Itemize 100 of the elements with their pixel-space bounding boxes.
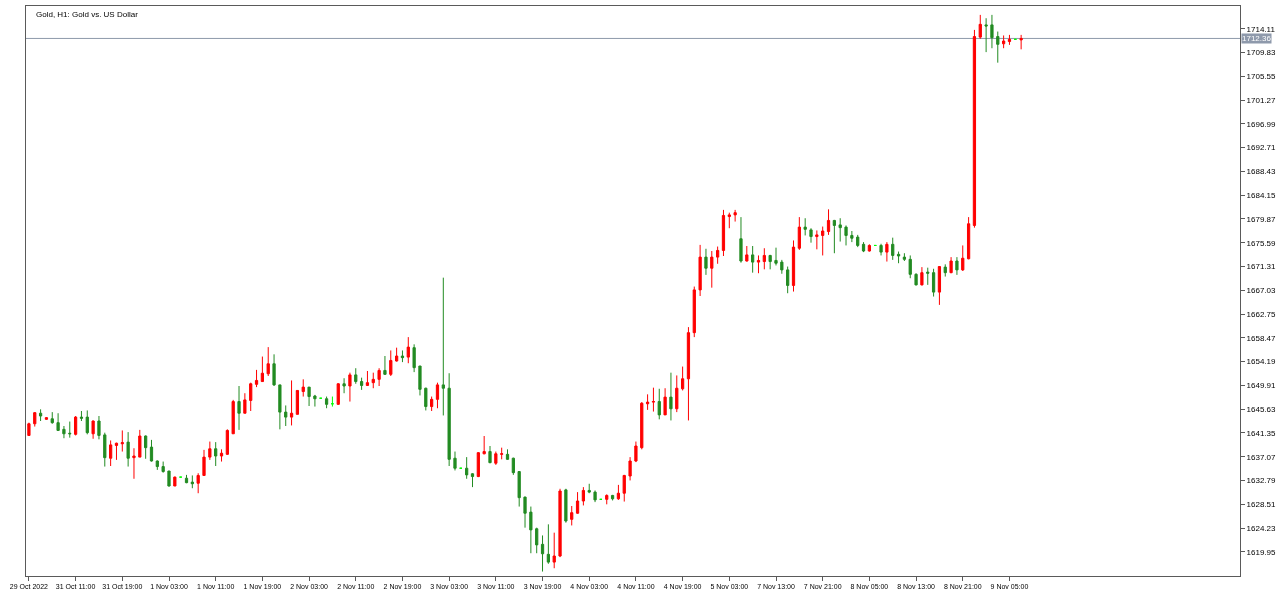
candlestick [990, 14, 994, 49]
candlestick [389, 349, 393, 377]
y-tick-label: 1654.19 [1246, 357, 1277, 367]
candlestick [745, 245, 749, 263]
candlestick [943, 263, 947, 278]
candlestick [324, 396, 329, 409]
candlestick [348, 372, 352, 403]
candlestick [546, 523, 550, 565]
y-tick-label: 1692.71 [1246, 143, 1277, 153]
candlestick [838, 217, 842, 243]
candlestick [733, 209, 737, 223]
candlestick [377, 367, 381, 387]
candlestick [500, 447, 504, 460]
candlestick [914, 272, 918, 286]
y-tick-label: 1679.87 [1246, 214, 1277, 224]
candlestick [716, 246, 720, 265]
y-tick-label: 1645.63 [1246, 404, 1277, 414]
y-tick-label: 1619.95 [1246, 547, 1277, 557]
candlestick [1007, 34, 1012, 46]
candlestick [214, 441, 218, 467]
candlestick [926, 267, 930, 286]
candlestick [780, 259, 784, 275]
candlestick [395, 347, 399, 363]
candlestick [856, 234, 860, 248]
y-tick-label: 1696.99 [1246, 119, 1277, 129]
candlestick [634, 441, 638, 463]
ref-line-label: 1712.36 [1242, 34, 1272, 43]
candlestick [844, 224, 848, 246]
candlestick [68, 421, 72, 439]
candlestick [202, 449, 206, 476]
candlestick [529, 506, 533, 554]
candlestick [663, 387, 667, 416]
candlestick [400, 349, 405, 363]
candlestick [721, 209, 726, 257]
candlestick [1019, 34, 1023, 50]
candlestick [622, 474, 626, 503]
candlestick [896, 251, 901, 264]
candlestick [1002, 34, 1006, 49]
candlestick [173, 476, 177, 487]
candlestick [138, 429, 142, 458]
candlestick [762, 247, 766, 270]
candlestick [891, 237, 895, 261]
candlestick [114, 442, 119, 461]
candlestick [430, 396, 434, 412]
candlestick [692, 286, 696, 338]
candlestick [786, 266, 790, 294]
candlestick [272, 353, 276, 387]
candlestick [815, 229, 819, 250]
candlestick [50, 411, 54, 425]
candlestick [937, 265, 942, 306]
y-tick-label: 1688.43 [1246, 167, 1277, 177]
candlestick [564, 488, 568, 524]
candlestick [412, 343, 416, 373]
candlestick [161, 461, 165, 474]
candlestick [27, 422, 31, 437]
candlestick [826, 208, 831, 236]
candlestick [803, 217, 807, 236]
candlestick [91, 419, 95, 440]
candlestick [465, 456, 469, 480]
candlestick [570, 505, 574, 526]
candlestick [132, 447, 136, 480]
candlestick [669, 372, 673, 421]
candlestick [219, 448, 224, 463]
candlestick [628, 456, 632, 481]
y-tick-label: 1658.47 [1246, 333, 1277, 343]
candlestick [739, 216, 743, 264]
candlestick [359, 377, 364, 391]
y-tick-label: 1667.03 [1246, 286, 1277, 296]
candlestick [342, 377, 346, 394]
candlestick [540, 534, 545, 573]
candlestick [284, 404, 288, 427]
y-tick-label: 1684.15 [1246, 190, 1277, 200]
candlestick [488, 445, 492, 464]
candlestick [208, 441, 212, 461]
candlestick [190, 474, 194, 489]
candlestick [949, 256, 953, 274]
candlestick [155, 459, 159, 471]
candlestick [710, 250, 714, 289]
y-tick-label: 1709.83 [1246, 48, 1277, 58]
candlestick [955, 256, 959, 276]
y-tick-label: 1649.91 [1246, 381, 1277, 391]
candlestick [149, 439, 154, 463]
candlestick [249, 382, 253, 412]
candlestick [453, 451, 457, 471]
y-tick-label: 1628.51 [1246, 500, 1277, 510]
y-tick-label: 1714.11 [1246, 24, 1276, 34]
candlestick [406, 336, 410, 364]
candlestick [961, 244, 965, 272]
candlestick [33, 411, 37, 428]
candlestick [791, 239, 796, 293]
candlestick [593, 489, 597, 503]
candlestick [680, 366, 685, 391]
candlestick [243, 392, 247, 414]
candlestick [418, 365, 422, 396]
candlestick [301, 378, 305, 398]
candlestick [686, 326, 691, 421]
candlestick [966, 216, 971, 260]
text: Gold, H1: Gold vs. US Dollar [36, 9, 139, 19]
candlestick [447, 372, 451, 467]
candlestick [441, 277, 445, 416]
